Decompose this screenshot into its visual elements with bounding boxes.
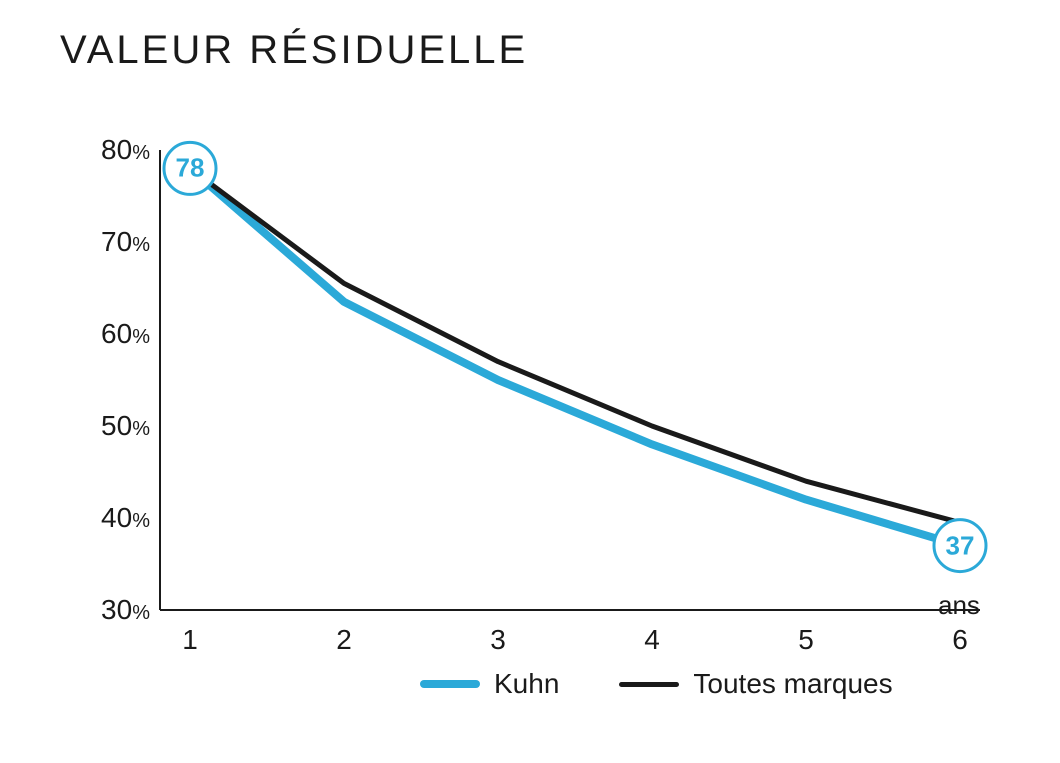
x-tick-label: 5 bbox=[786, 624, 826, 656]
y-tick-label: 30% bbox=[70, 594, 150, 626]
series-line-1 bbox=[190, 168, 960, 522]
legend-label: Kuhn bbox=[494, 668, 559, 700]
legend-swatch bbox=[420, 680, 480, 688]
y-tick-label: 50% bbox=[70, 410, 150, 442]
legend-item-1: Toutes marques bbox=[619, 668, 892, 700]
x-tick-label: 4 bbox=[632, 624, 672, 656]
x-tick-label: 6 bbox=[940, 624, 980, 656]
x-tick-label: 1 bbox=[170, 624, 210, 656]
legend: Kuhn Toutes marques bbox=[420, 668, 893, 700]
marker-label-1: 37 bbox=[946, 530, 975, 561]
y-tick-label: 40% bbox=[70, 502, 150, 534]
y-tick-label: 70% bbox=[70, 226, 150, 258]
plot-area bbox=[60, 140, 1000, 640]
legend-label: Toutes marques bbox=[693, 668, 892, 700]
x-tick-label: 2 bbox=[324, 624, 364, 656]
chart-container: VALEUR RÉSIDUELLE 80% 70% 60% 50% 40% 30% 1 2 3… bbox=[0, 0, 1060, 763]
y-tick-label: 60% bbox=[70, 318, 150, 350]
x-tick-label: 3 bbox=[478, 624, 518, 656]
x-axis-label: ans bbox=[938, 590, 980, 621]
chart-title: VALEUR RÉSIDUELLE bbox=[60, 28, 528, 73]
marker-label-0: 78 bbox=[176, 153, 205, 184]
chart-svg bbox=[60, 140, 1000, 640]
legend-swatch bbox=[619, 682, 679, 687]
legend-item-0: Kuhn bbox=[420, 668, 559, 700]
y-tick-label: 80% bbox=[70, 134, 150, 166]
